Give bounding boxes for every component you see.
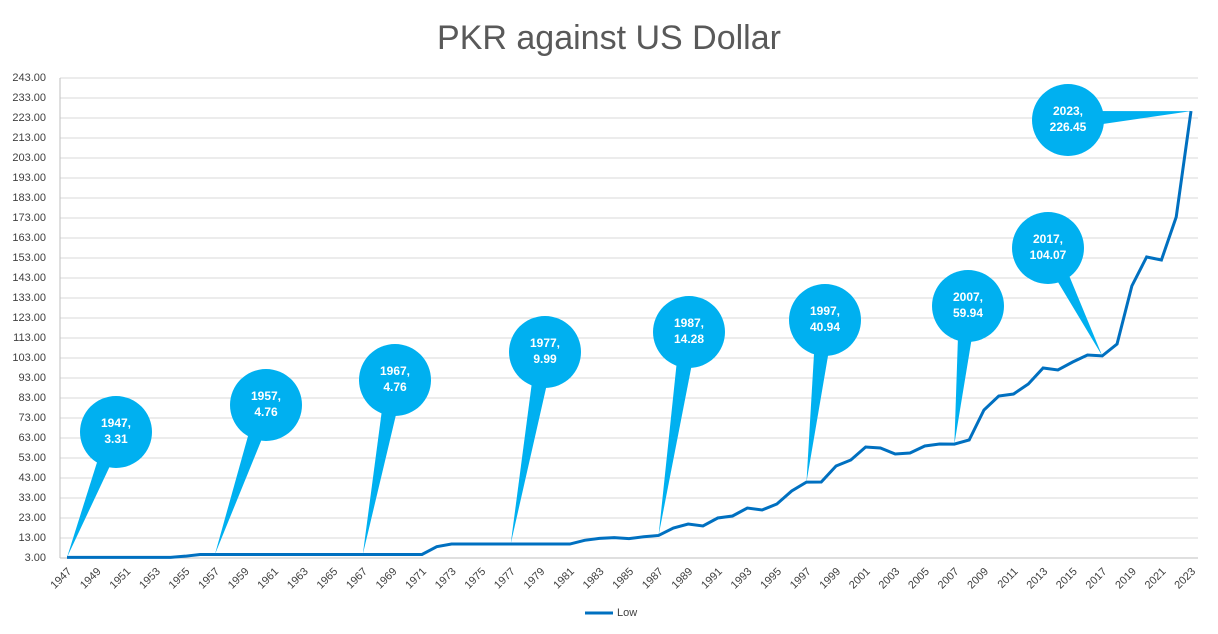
callout-bubble <box>1012 212 1084 284</box>
callout-bubble <box>1032 84 1104 156</box>
y-tick-label: 143.00 <box>12 272 46 284</box>
data-label: 1947, 3.31 <box>101 416 131 446</box>
x-tick-label: 2013 <box>1024 566 1050 592</box>
callout-bubble <box>359 344 431 416</box>
x-tick-label: 1949 <box>78 566 104 592</box>
x-tick-label: 1979 <box>522 566 548 592</box>
x-tick-label: 1969 <box>374 566 400 592</box>
y-tick-label: 123.00 <box>12 312 46 324</box>
y-tick-label: 103.00 <box>12 352 46 364</box>
data-label: 1987, 14.28 <box>674 316 704 346</box>
x-tick-label: 1985 <box>610 566 636 592</box>
series-line <box>67 110 1193 559</box>
chart-title: PKR against US Dollar <box>437 19 781 57</box>
x-tick-label: 2007 <box>936 566 962 592</box>
y-tick-label: 203.00 <box>12 152 46 164</box>
x-tick-label: 2021 <box>1143 566 1169 592</box>
y-tick-label: 173.00 <box>12 212 46 224</box>
data-label: 1997, 40.94 <box>810 304 840 334</box>
y-tick-label: 93.00 <box>18 372 46 384</box>
x-tick-label: 1977 <box>492 566 518 592</box>
y-tick-label: 213.00 <box>12 132 46 144</box>
y-tick-label: 193.00 <box>12 172 46 184</box>
data-label: 1977, 9.99 <box>530 336 560 366</box>
x-tick-label: 1953 <box>137 566 163 592</box>
callout-pointer <box>658 330 698 536</box>
x-tick-label: 1999 <box>817 566 843 592</box>
x-tick-label: 1967 <box>344 566 370 592</box>
callout-bubble <box>789 284 861 356</box>
data-label: 2017, 104.07 <box>1030 232 1067 262</box>
callout-bubble <box>932 270 1004 342</box>
y-tick-label: 43.00 <box>18 472 46 484</box>
y-tick-label: 163.00 <box>12 232 46 244</box>
y-tick-label: 183.00 <box>12 192 46 204</box>
callout-pointer <box>362 378 404 555</box>
x-tick-label: 2011 <box>995 566 1020 591</box>
x-tick-label: 1989 <box>670 566 696 592</box>
x-tick-label: 1947 <box>48 566 74 592</box>
y-tick-label: 233.00 <box>12 92 46 104</box>
x-tick-label: 1995 <box>758 566 784 592</box>
x-tick-label: 1975 <box>462 566 488 592</box>
y-tick-label: 133.00 <box>12 292 46 304</box>
x-tick-label: 1965 <box>315 566 341 592</box>
y-tick-label: 3.00 <box>25 552 46 564</box>
y-tick-label: 113.00 <box>13 332 46 344</box>
y-tick-label: 53.00 <box>18 452 46 464</box>
callout-bubble <box>230 369 302 441</box>
callout-bubble <box>653 296 725 368</box>
callout-pointer <box>806 318 834 483</box>
x-tick-label: 1987 <box>640 566 666 592</box>
y-tick-label: 243.00 <box>12 72 46 84</box>
callout-pointer <box>510 350 554 545</box>
x-tick-label: 1951 <box>108 566 134 592</box>
x-tick-label: 2003 <box>877 566 903 592</box>
legend-label: Low <box>617 607 637 619</box>
x-tick-label: 1983 <box>581 566 607 592</box>
y-tick-label: 73.00 <box>18 412 46 424</box>
x-tick-label: 1955 <box>167 566 193 592</box>
x-tick-label: 1981 <box>551 566 577 592</box>
callout-bubble <box>80 396 152 468</box>
x-tick-label: 1961 <box>255 566 281 592</box>
x-tick-label: 1957 <box>196 566 222 592</box>
x-tick-label: 1959 <box>226 566 252 592</box>
data-label: 2007, 59.94 <box>953 290 983 320</box>
x-tick-label: 1973 <box>433 566 459 592</box>
y-tick-label: 223.00 <box>12 112 46 124</box>
x-tick-label: 2019 <box>1113 566 1139 592</box>
x-tick-label: 2005 <box>906 566 932 592</box>
y-tick-label: 83.00 <box>18 392 46 404</box>
data-label: 2023, 226.45 <box>1050 104 1087 134</box>
callout-bubble <box>509 316 581 388</box>
x-tick-label: 2017 <box>1084 566 1110 592</box>
x-tick-label: 2009 <box>965 566 991 592</box>
x-tick-label: 1963 <box>285 566 311 592</box>
x-tick-label: 1991 <box>699 566 725 592</box>
y-tick-label: 23.00 <box>18 512 46 524</box>
x-tick-label: 2001 <box>847 566 873 592</box>
y-tick-label: 13.00 <box>18 532 46 544</box>
data-label: 1957, 4.76 <box>251 389 281 419</box>
y-tick-label: 153.00 <box>12 252 46 264</box>
data-label: 1967, 4.76 <box>380 364 410 394</box>
x-tick-label: 1993 <box>729 566 755 592</box>
y-tick-label: 63.00 <box>18 432 46 444</box>
x-tick-label: 2015 <box>1054 566 1080 592</box>
x-tick-label: 2023 <box>1172 566 1198 592</box>
y-tick-label: 33.00 <box>18 492 46 504</box>
x-tick-label: 1971 <box>403 566 429 592</box>
x-tick-label: 1997 <box>788 566 814 592</box>
